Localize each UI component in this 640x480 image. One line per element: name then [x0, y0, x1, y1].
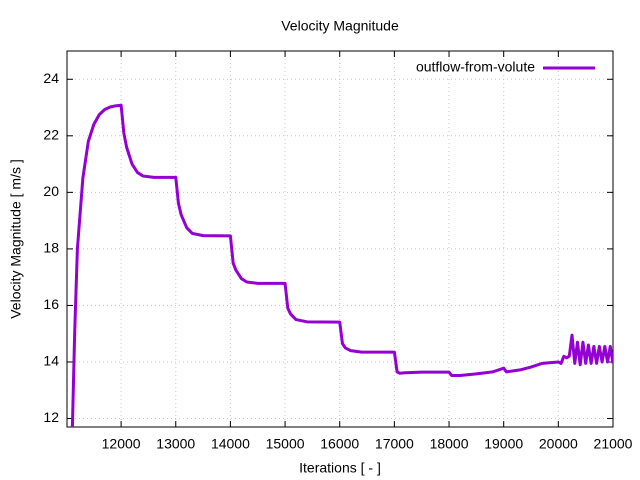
y-tick-label: 16 — [43, 296, 59, 312]
plot-frame — [66, 50, 614, 428]
x-tick-label: 21000 — [594, 436, 633, 452]
x-tick-label: 17000 — [375, 436, 414, 452]
x-tick-label: 19000 — [484, 436, 523, 452]
legend-label: outflow-from-volute — [416, 59, 535, 75]
y-tick-label: 12 — [43, 409, 59, 425]
x-tick-label: 14000 — [211, 436, 250, 452]
data-line — [70, 103, 613, 427]
x-tick-label: 13000 — [156, 436, 195, 452]
y-tick-label: 14 — [43, 353, 59, 369]
y-tick-label: 20 — [43, 183, 59, 199]
y-tick-label: 18 — [43, 240, 59, 256]
x-tick-label: 18000 — [430, 436, 469, 452]
y-tick-label: 24 — [43, 70, 59, 86]
y-tick-label: 22 — [43, 127, 59, 143]
chart-title: Velocity Magnitude — [281, 18, 399, 34]
x-tick-label: 20000 — [539, 436, 578, 452]
x-axis-label: Iterations [ - ] — [299, 460, 381, 476]
x-tick-label: 16000 — [320, 436, 359, 452]
y-axis-label: Velocity Magnitude [ m/s ] — [8, 159, 24, 319]
x-tick-label: 15000 — [266, 436, 305, 452]
x-tick-label: 12000 — [102, 436, 141, 452]
